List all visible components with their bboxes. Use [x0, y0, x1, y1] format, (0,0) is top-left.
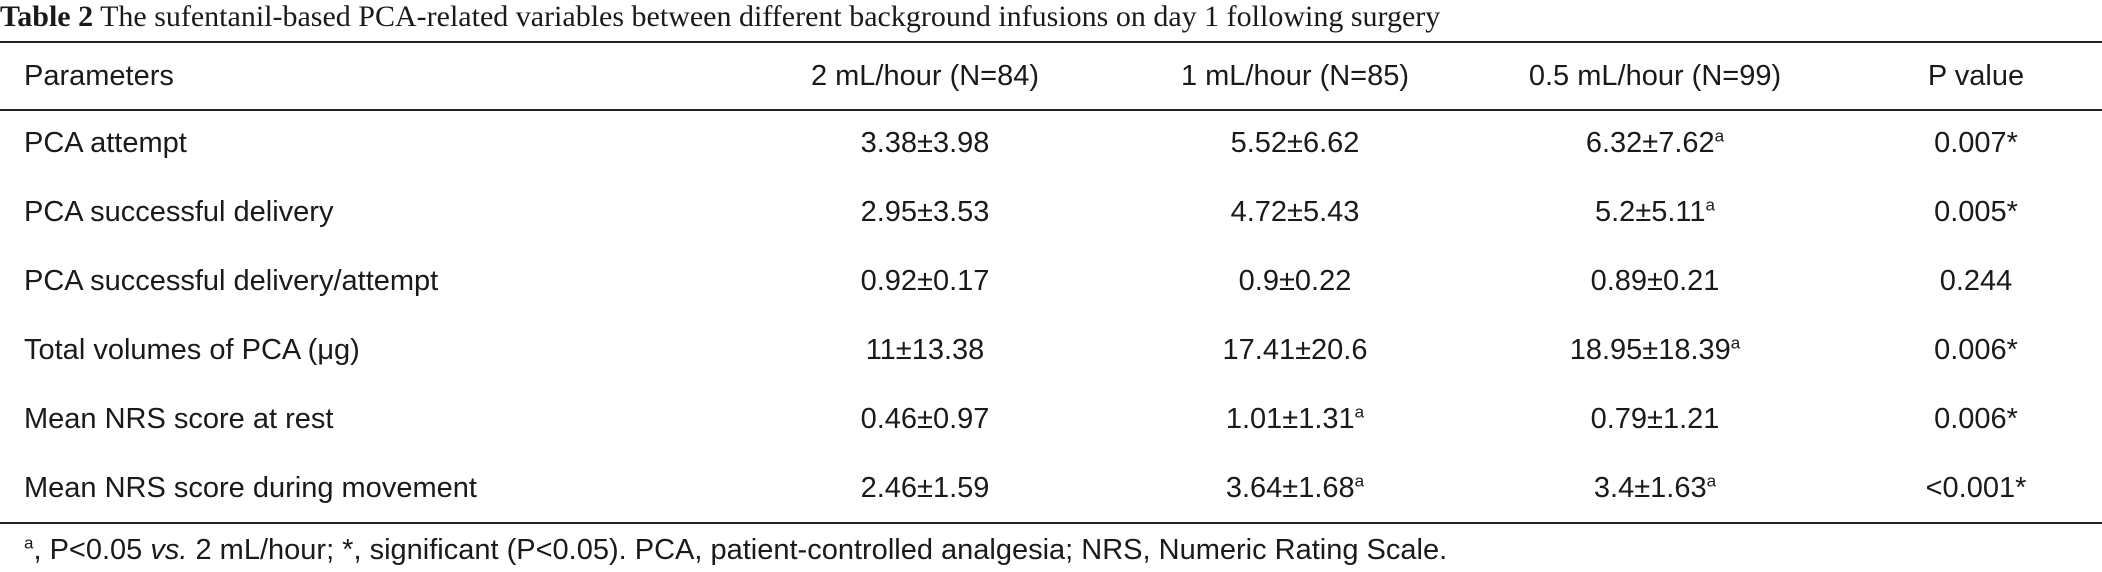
footnote-part2: 2 mL/hour; *, significant (P<0.05). PCA,… — [187, 534, 1448, 566]
value-cell-1ml: 5.52±6.62 — [1130, 109, 1460, 178]
cell-value: 2.46±1.59 — [860, 472, 990, 504]
header-p-value: P value — [1927, 59, 2025, 92]
value-cell-05ml: 0.89±0.21 — [1460, 247, 1850, 316]
table-footnote: a, P<0.05 vs. 2 mL/hour; *, significant … — [24, 530, 1447, 570]
value-cell-2ml: 3.38±3.98 — [720, 109, 1130, 178]
caption-label: Table 2 — [0, 0, 94, 33]
data-table: Parameters 2 mL/hour (N=84) 1 mL/hour (N… — [0, 43, 2102, 523]
cell-value: 0.92±0.17 — [860, 265, 990, 297]
table-row: PCA successful delivery/attempt 0.92±0.17… — [0, 247, 2102, 316]
value-cell-2ml: 0.92±0.17 — [720, 247, 1130, 316]
superscript-marker: a — [1354, 471, 1365, 491]
value-cell-p-value: 0.005* — [1850, 178, 2102, 247]
cell-value: 0.79±1.21 — [1590, 403, 1720, 435]
header-row: Parameters 2 mL/hour (N=84) 1 mL/hour (N… — [0, 43, 2102, 109]
value-cell-1ml: 3.64±1.68a — [1130, 454, 1460, 523]
value-cell-p-value: 0.244 — [1850, 247, 2102, 316]
value-cell-2ml: 11±13.38 — [720, 316, 1130, 385]
value-cell-05ml: 6.32±7.62a — [1460, 109, 1850, 178]
cell-value: 5.2±5.11 — [1595, 196, 1706, 228]
cell-value: 11±13.38 — [865, 334, 985, 366]
cell-value: 0.244 — [1939, 265, 2013, 297]
superscript-marker: a — [1354, 402, 1365, 422]
header-05ml: 0.5 mL/hour (N=99) — [1528, 59, 1782, 92]
cell-value: 0.46±0.97 — [860, 403, 990, 435]
header-2ml: 2 mL/hour (N=84) — [810, 59, 1040, 92]
value-cell-p-value: 0.006* — [1850, 385, 2102, 454]
table-row: PCA successful delivery 2.95±3.53 4.72±5.4… — [0, 178, 2102, 247]
footnote-sup: a — [24, 533, 34, 553]
value-cell-2ml: 2.95±3.53 — [720, 178, 1130, 247]
table-row: Total volumes of PCA (μg) 11±13.38 17.41±2… — [0, 316, 2102, 385]
top-rule — [0, 41, 2102, 43]
value-cell-p-value: 0.007* — [1850, 109, 2102, 178]
cell-value: 3.64±1.68 — [1225, 472, 1355, 504]
cell-value: 0.007* — [1934, 127, 2018, 159]
table-row: Mean NRS score during movement 2.46±1.59 3… — [0, 454, 2102, 523]
param-cell: PCA successful delivery/attempt — [24, 265, 439, 297]
cell-value: 4.72±5.43 — [1230, 196, 1360, 228]
table-caption: Table 2 The sufentanil-based PCA-related… — [0, 0, 2102, 40]
superscript-marker: a — [1714, 126, 1725, 146]
cell-value: 1.01±1.31 — [1225, 403, 1355, 435]
table-body: PCA attempt 3.38±3.98 5.52±6.62 6.32±7.62a 0… — [0, 109, 2102, 523]
value-cell-05ml: 18.95±18.39a — [1460, 316, 1850, 385]
caption-text: The sufentanil-based PCA-related variabl… — [100, 0, 1441, 33]
cell-value: 0.005* — [1934, 196, 2018, 228]
param-cell: Mean NRS score at rest — [24, 403, 334, 435]
param-cell: PCA attempt — [24, 127, 187, 159]
footnote-vs: vs. — [150, 534, 188, 566]
cell-value: 18.95±18.39 — [1569, 334, 1731, 366]
table-row: PCA attempt 3.38±3.98 5.52±6.62 6.32±7.62a 0… — [0, 109, 2102, 178]
cell-value: 0.006* — [1934, 334, 2018, 366]
cell-value: 5.52±6.62 — [1230, 127, 1360, 159]
superscript-marker: a — [1730, 333, 1741, 353]
value-cell-05ml: 5.2±5.11a — [1460, 178, 1850, 247]
bottom-rule — [0, 522, 2102, 524]
cell-value: 2.95±3.53 — [860, 196, 990, 228]
cell-value: 0.9±0.22 — [1238, 265, 1352, 297]
value-cell-05ml: 3.4±1.63a — [1460, 454, 1850, 523]
param-cell: PCA successful delivery — [24, 196, 334, 228]
cell-value: 3.38±3.98 — [860, 127, 990, 159]
cell-value: 0.89±0.21 — [1590, 265, 1720, 297]
value-cell-p-value: 0.006* — [1850, 316, 2102, 385]
value-cell-p-value: <0.001* — [1850, 454, 2102, 523]
superscript-marker: a — [1705, 195, 1715, 215]
value-cell-1ml: 1.01±1.31a — [1130, 385, 1460, 454]
cell-value: 0.006* — [1934, 403, 2018, 435]
superscript-marker: a — [1706, 471, 1717, 491]
cell-value: <0.001* — [1925, 472, 2027, 504]
cell-value: 3.4±1.63 — [1593, 472, 1707, 504]
value-cell-05ml: 0.79±1.21 — [1460, 385, 1850, 454]
value-cell-1ml: 17.41±20.6 — [1130, 316, 1460, 385]
header-parameters: Parameters — [24, 59, 174, 92]
cell-value: 6.32±7.62 — [1585, 127, 1715, 159]
value-cell-2ml: 0.46±0.97 — [720, 385, 1130, 454]
header-rule — [0, 109, 2102, 111]
cell-value: 17.41±20.6 — [1222, 334, 1368, 366]
footnote-part1: , P<0.05 — [33, 534, 151, 566]
param-cell: Total volumes of PCA (μg) — [24, 334, 360, 366]
value-cell-1ml: 4.72±5.43 — [1130, 178, 1460, 247]
value-cell-2ml: 2.46±1.59 — [720, 454, 1130, 523]
header-1ml: 1 mL/hour (N=85) — [1180, 59, 1410, 92]
param-cell: Mean NRS score during movement — [24, 472, 477, 504]
table-row: Mean NRS score at rest 0.46±0.97 1.01±1.31… — [0, 385, 2102, 454]
value-cell-1ml: 0.9±0.22 — [1130, 247, 1460, 316]
